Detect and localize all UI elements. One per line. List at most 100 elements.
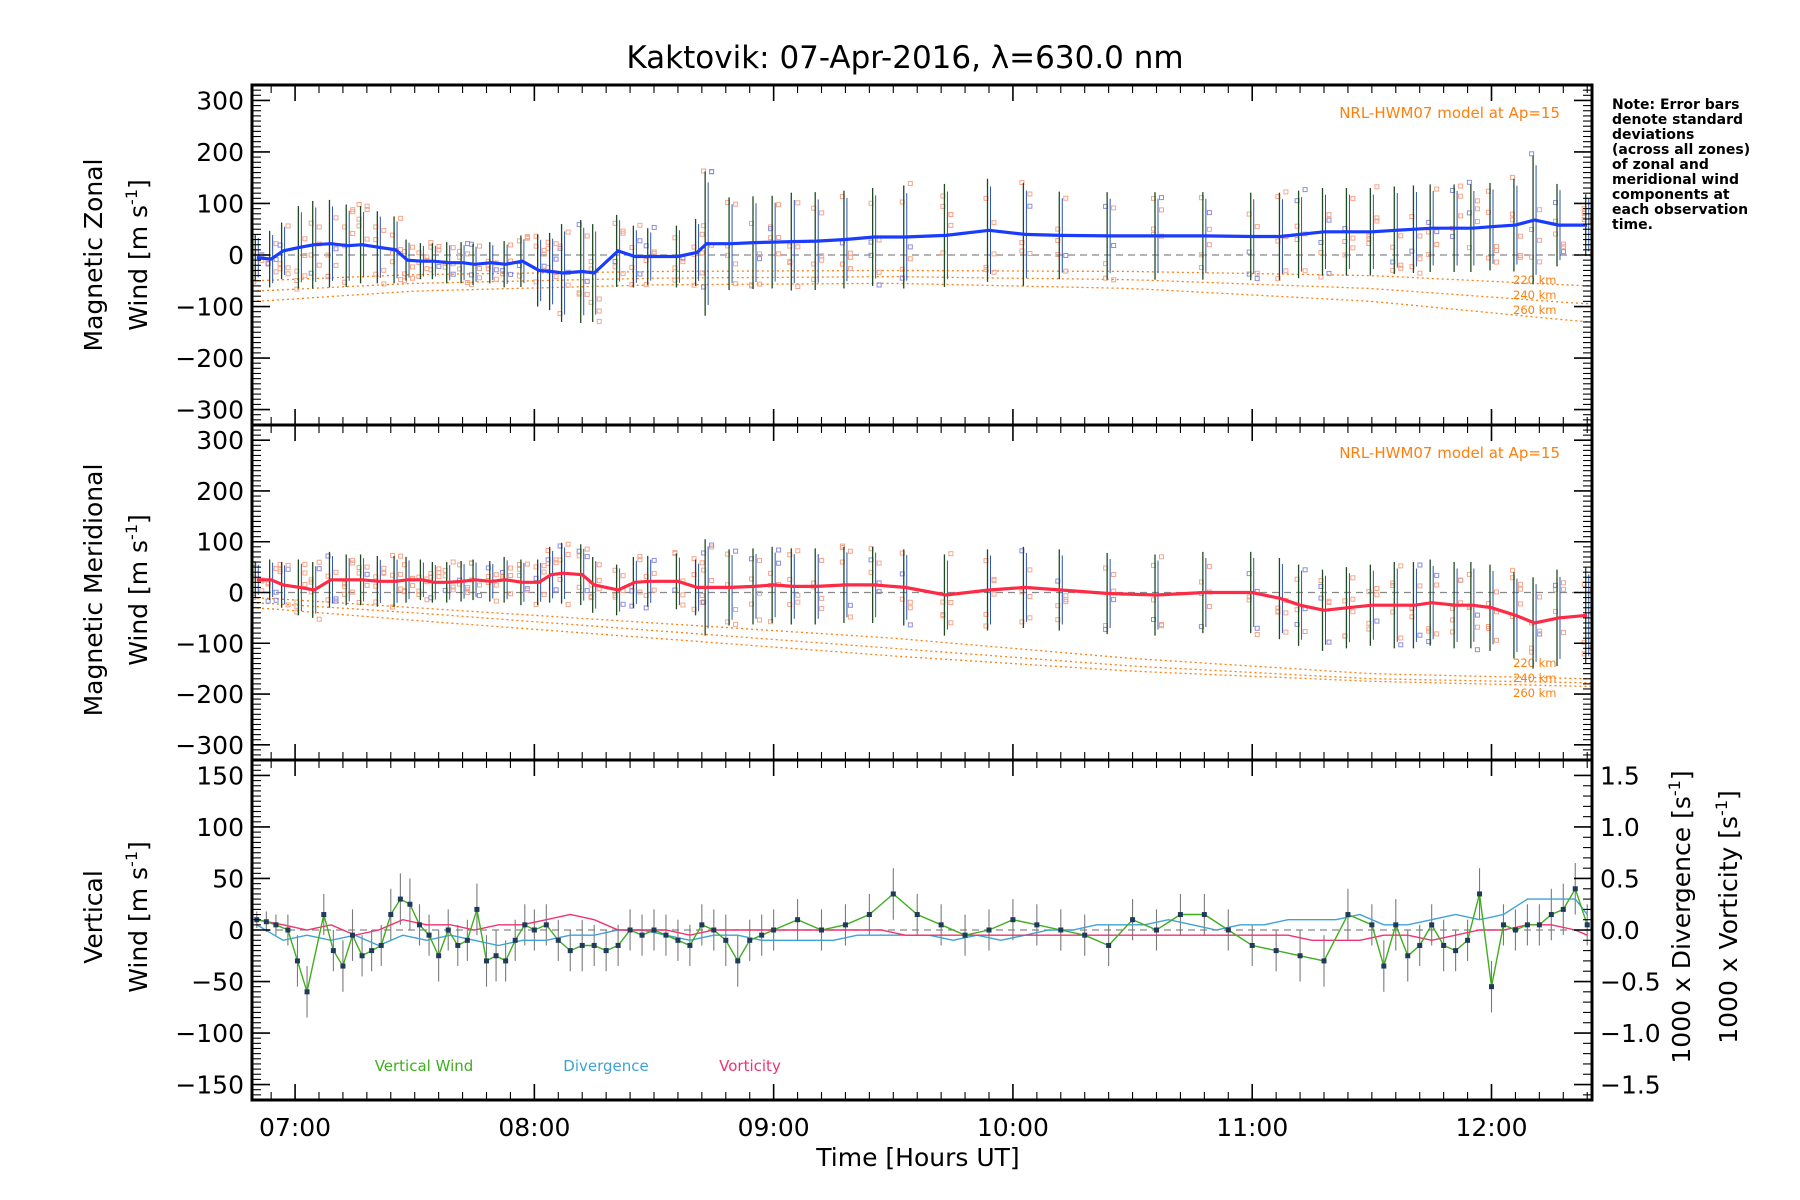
- vertical-ylabel-line2: Wind [m s-1]: [122, 841, 153, 993]
- zone-point: [1063, 268, 1069, 274]
- zone-point: [565, 552, 571, 558]
- zone-point: [1517, 586, 1523, 592]
- vertical-wind-point: [615, 942, 621, 948]
- vertical-wind-point: [321, 912, 327, 918]
- zone-point: [1494, 589, 1499, 595]
- zone-point: [364, 582, 370, 588]
- zone-point: [1374, 184, 1380, 190]
- zone-point: [410, 583, 415, 588]
- vorticity-ylabel-sup: -1: [1712, 800, 1731, 816]
- zone-point: [672, 550, 678, 556]
- zone-point: [948, 620, 954, 626]
- zone-point: [948, 600, 954, 605]
- vertical-wind-point: [759, 932, 765, 938]
- vertical-wind-point: [735, 958, 741, 964]
- zone-point: [795, 592, 801, 598]
- note-line: each observation: [1612, 202, 1748, 218]
- zone-point: [1474, 206, 1480, 212]
- vertical-wind-point: [1225, 927, 1231, 933]
- vertical-wind-point: [651, 927, 657, 933]
- zone-point: [1206, 604, 1212, 609]
- y-tick-label: 200: [196, 477, 244, 506]
- zone-point: [273, 241, 279, 247]
- vertical-wind-point: [350, 932, 355, 938]
- x-tick-label: 09:00: [738, 1113, 810, 1142]
- zone-point: [1350, 235, 1356, 241]
- vertical-wind-point: [397, 896, 403, 902]
- divergence-ylabel: 1000 x Divergence [s-1]: [1665, 770, 1696, 1063]
- zone-point: [709, 169, 715, 174]
- zone-point: [410, 275, 415, 281]
- zone-point: [584, 588, 590, 594]
- zone-point: [1398, 635, 1404, 641]
- zone-point: [553, 256, 559, 262]
- zone-point: [1302, 187, 1308, 193]
- zone-point: [364, 203, 370, 209]
- y-tick-label: 0: [228, 579, 244, 608]
- vertical-wind-point: [938, 922, 944, 928]
- vertical-wind-point: [1584, 922, 1590, 928]
- zone-point: [596, 577, 602, 583]
- zone-point: [795, 548, 801, 554]
- zone-point: [1474, 612, 1480, 618]
- vertical-wind-point: [1201, 912, 1207, 918]
- zone-point: [273, 597, 279, 603]
- zone-point: [1561, 580, 1566, 586]
- alt-label-260: 260 km: [1513, 686, 1556, 700]
- vertical-wind-point: [747, 937, 753, 943]
- zone-point: [847, 254, 853, 260]
- zone-point: [1254, 224, 1260, 230]
- zone-point: [637, 222, 643, 228]
- vertical-wind-point: [1381, 963, 1387, 969]
- zone-point: [1561, 249, 1566, 255]
- vertical-wind-point: [1524, 922, 1530, 928]
- zone-point: [776, 547, 782, 553]
- zone-point: [424, 266, 430, 272]
- model-curve-220km: [252, 269, 1592, 287]
- vertical-wind-point: [1417, 942, 1423, 948]
- zone-point: [876, 589, 882, 595]
- zone-point: [1027, 203, 1033, 209]
- zone-point: [1350, 195, 1356, 201]
- zone-point: [450, 587, 456, 593]
- zone-point: [356, 202, 362, 207]
- vertical-wind-point: [1106, 942, 1112, 948]
- vertical-wind-point: [285, 927, 291, 933]
- zone-point: [1254, 276, 1260, 282]
- meridional-ylabel-line1: Magnetic Meridional: [79, 464, 108, 717]
- zone-point: [948, 211, 954, 217]
- zone-point: [907, 622, 913, 628]
- vertical-wind-point: [1512, 927, 1518, 933]
- vertical-wind-point: [1369, 922, 1375, 928]
- zone-point: [1326, 600, 1332, 606]
- vertical-wind-point: [627, 927, 633, 933]
- zone-point: [620, 601, 626, 607]
- vertical-wind-point: [474, 906, 480, 912]
- zone-point: [637, 238, 643, 244]
- zone-point: [701, 168, 707, 174]
- zone-point: [1326, 212, 1332, 218]
- zone-point: [1374, 218, 1380, 224]
- zone-point: [381, 227, 387, 233]
- vertical-wind-point: [1130, 917, 1136, 923]
- vertical-legend: Vertical Wind Divergence Vorticity: [375, 1057, 781, 1075]
- zone-point: [651, 225, 657, 230]
- zone-point: [1474, 624, 1480, 630]
- vertical-wind-point: [723, 937, 729, 943]
- zone-point: [508, 591, 514, 597]
- zone-point: [1561, 629, 1566, 635]
- note-line: deviations: [1612, 127, 1694, 143]
- zone-point: [524, 587, 530, 593]
- zone-point: [364, 564, 370, 570]
- zone-point: [350, 589, 356, 595]
- zone-point: [1517, 253, 1523, 258]
- zone-point: [907, 599, 913, 605]
- zone-point: [553, 274, 559, 279]
- vertical-wind-point: [493, 953, 499, 959]
- zone-point: [1417, 583, 1423, 589]
- zone-point: [1159, 195, 1164, 201]
- zone-point: [643, 605, 649, 611]
- zone-point: [1283, 629, 1289, 635]
- right-y-tick-label: −1.0: [1600, 1019, 1661, 1048]
- zonal-ylabel-main: Wind [m s: [124, 205, 153, 331]
